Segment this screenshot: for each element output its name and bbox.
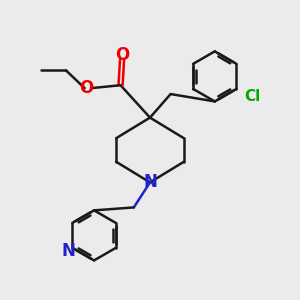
Text: Cl: Cl <box>245 89 261 104</box>
Text: O: O <box>115 46 129 64</box>
Text: O: O <box>79 79 93 97</box>
Text: N: N <box>143 173 157 191</box>
Text: N: N <box>61 242 75 260</box>
